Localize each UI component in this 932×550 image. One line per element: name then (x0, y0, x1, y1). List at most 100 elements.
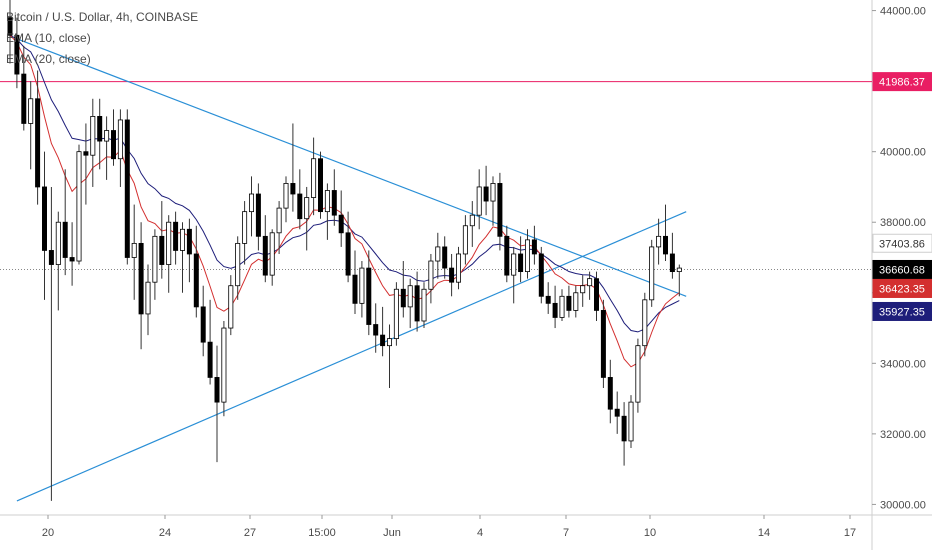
candle-body (607, 377, 613, 410)
candle (248, 176, 254, 237)
candle (7, 0, 13, 64)
candle (193, 225, 199, 318)
candle-body (131, 242, 137, 258)
candle-body (28, 98, 34, 124)
candle (531, 225, 537, 265)
candle (628, 395, 634, 448)
x-tick-label: 24 (159, 527, 171, 539)
candle-body (338, 214, 344, 234)
candle-body (48, 250, 54, 265)
candle-body (317, 158, 323, 213)
candle-body (366, 267, 372, 325)
candle-body (435, 246, 441, 262)
candle-body (283, 183, 289, 209)
candle-body (35, 98, 41, 188)
candle (324, 183, 330, 240)
candle-body (656, 235, 662, 248)
candle (55, 211, 61, 311)
candle (400, 261, 406, 318)
candle (476, 169, 482, 230)
candle-body (124, 119, 130, 258)
candle (186, 218, 192, 283)
candle-body (386, 338, 392, 347)
candle-body (380, 334, 386, 347)
ema10-line (9, 34, 680, 368)
candle (104, 116, 110, 180)
candle-body (111, 130, 117, 160)
candle (649, 239, 655, 307)
candle (373, 303, 379, 353)
x-tick-label: 20 (42, 527, 54, 539)
candle-body (297, 193, 303, 220)
price-tag-label: 36423.35 (879, 283, 925, 295)
candle-body (324, 190, 330, 213)
candle (511, 246, 517, 304)
candle (614, 391, 620, 434)
candle (386, 324, 392, 389)
candle-body (173, 221, 179, 251)
candle-body (476, 186, 482, 216)
candle-body (145, 281, 151, 315)
candle-body (511, 253, 517, 276)
candle-body (242, 211, 248, 244)
candle (669, 232, 675, 279)
y-tick-label: 32000.00 (880, 429, 926, 441)
candle (290, 123, 296, 212)
candle-body (531, 239, 537, 255)
candle (228, 275, 234, 336)
ema10-legend: EMA (10, close) (6, 31, 91, 45)
price-tag-box (872, 72, 932, 92)
candle-body (97, 116, 103, 142)
y-tick-label: 30000.00 (880, 499, 926, 511)
ema20-line (9, 34, 680, 333)
candle-body (566, 295, 572, 311)
candle (566, 285, 572, 318)
candle (469, 201, 475, 247)
candle-body (331, 190, 337, 216)
candle-body (345, 232, 351, 276)
candle-body (573, 292, 579, 311)
candle (21, 45, 27, 131)
candle-body (600, 310, 606, 378)
candle-body (214, 377, 220, 403)
price-tag-label: 36660.68 (879, 264, 925, 276)
candle-body (207, 341, 213, 378)
candle-body (21, 73, 27, 124)
y-tick-label: 44000.00 (880, 6, 926, 18)
candle-body (186, 228, 192, 255)
candle (235, 236, 241, 300)
candle-body (614, 408, 620, 417)
candle (35, 70, 41, 205)
candle-body (290, 183, 296, 195)
candle-body (200, 306, 206, 343)
candle-body (642, 299, 648, 347)
candle (393, 282, 399, 346)
candle (207, 299, 213, 385)
candle (214, 345, 220, 463)
candle (421, 282, 427, 329)
candle (380, 306, 386, 357)
candle-body (442, 246, 448, 269)
candle (69, 222, 75, 286)
candle-body (407, 285, 413, 308)
candle-body (669, 253, 675, 273)
y-tick-label: 34000.00 (880, 358, 926, 370)
candle-body (159, 235, 165, 265)
candle-body (400, 288, 406, 308)
candle (28, 81, 34, 170)
candle (297, 169, 303, 230)
candle-body (166, 221, 172, 265)
candle-body (538, 253, 544, 297)
candle (545, 282, 551, 314)
candle (262, 215, 268, 283)
candle-body (90, 116, 96, 156)
candle-body (393, 288, 399, 340)
candle (124, 109, 130, 265)
candle-body (104, 130, 110, 142)
candle (159, 201, 165, 279)
candle-body (663, 235, 669, 255)
candle (331, 169, 337, 226)
candle (152, 229, 158, 300)
candle (345, 211, 351, 283)
